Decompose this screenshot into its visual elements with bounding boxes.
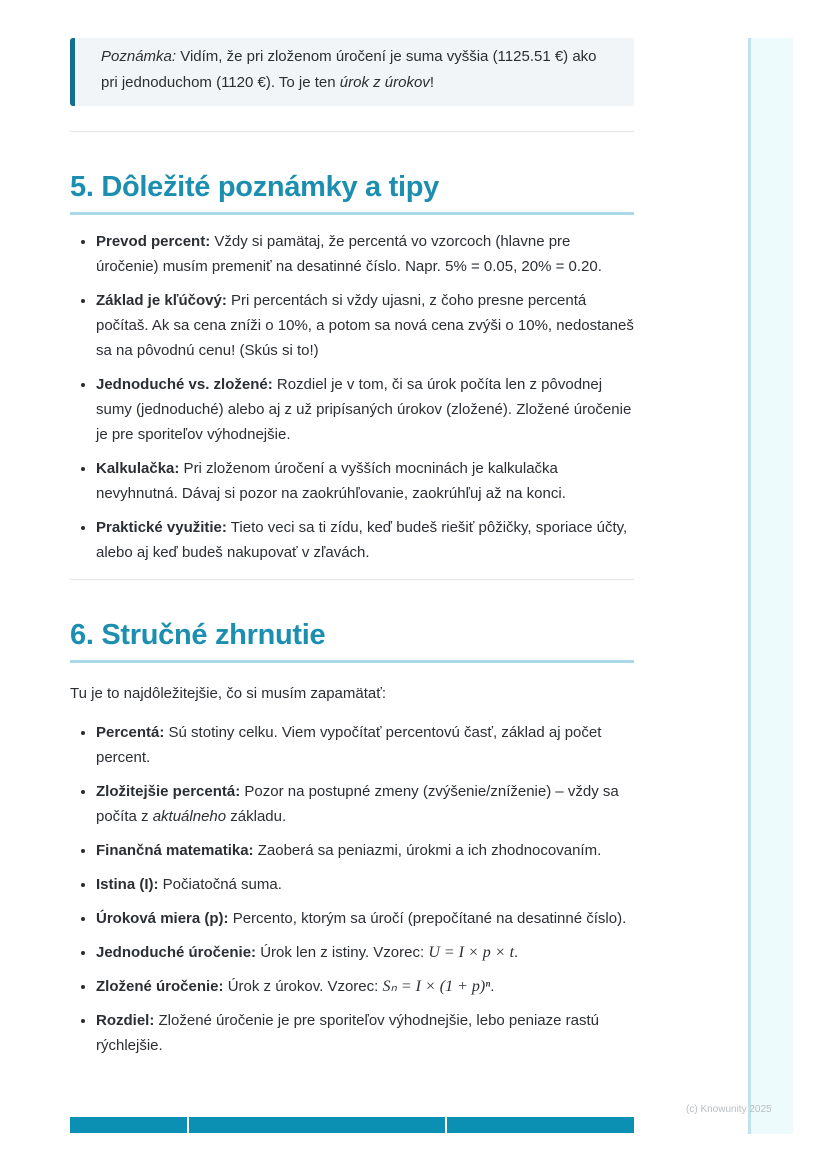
item-label: Percentá: xyxy=(96,724,165,741)
item-label: Istina (I): xyxy=(96,876,159,893)
item-text: Zložené úročenie je pre sporiteľov výhod… xyxy=(96,1012,599,1054)
item-text: aktuálneho xyxy=(152,808,227,825)
side-panel xyxy=(748,38,793,1134)
item-text: Percento, ktorým sa úročí (prepočítané n… xyxy=(228,910,627,927)
item-label: Jednoduché úročenie: xyxy=(96,944,257,961)
item-label: Úroková miera (p): xyxy=(96,910,229,927)
item-text: Sú stotiny celku. Viem vypočítať percent… xyxy=(96,724,602,766)
item-text: Zaoberá sa peniazmi, úrokmi a ich zhodno… xyxy=(253,842,602,859)
list-item: Kalkulačka: Pri zloženom úročení a vyšší… xyxy=(96,456,634,506)
item-label: Základ je kľúčový: xyxy=(96,292,227,309)
item-label: Finančná matematika: xyxy=(96,842,254,859)
item-label: Zložitejšie percentá: xyxy=(96,783,241,800)
list-item: Zložitejšie percentá: Pozor na postupné … xyxy=(96,779,634,829)
item-text: Rozdiel je v tom, či sa úrok počíta len … xyxy=(96,376,632,443)
footer-bar xyxy=(70,1117,634,1133)
document-content: Poznámka: Vidím, že pri zloženom úročení… xyxy=(70,38,634,1067)
item-text: . xyxy=(490,978,495,995)
footer-bar-segment xyxy=(447,1117,634,1133)
list-item: Základ je kľúčový: Pri percentách si vžd… xyxy=(96,288,634,363)
item-text: Pozor na postupné zmeny (zvýšenie/znížen… xyxy=(96,783,619,825)
summary-list: Percentá: Sú stotiny celku. Viem vypočít… xyxy=(70,720,634,1058)
list-item: Prevod percent: Vždy si pamätaj, že perc… xyxy=(96,229,634,279)
footer-bar-segment xyxy=(70,1117,187,1133)
item-label: Zložené úročenie: xyxy=(96,978,224,995)
note-text-2: ! xyxy=(429,74,434,91)
formula: Sₙ = I × (1 + p)ⁿ xyxy=(382,978,491,995)
note-label: Poznámka: xyxy=(101,48,177,65)
item-label: Kalkulačka: xyxy=(96,460,180,477)
section-6-heading: 6. Stručné zhrnutie xyxy=(70,618,634,663)
list-item: Jednoduché úročenie: Úrok len z istiny. … xyxy=(96,940,634,965)
item-label: Rozdiel: xyxy=(96,1012,155,1029)
summary-intro: Tu je to najdôležitejšie, čo si musím za… xyxy=(70,685,387,702)
formula: U = I × p × t xyxy=(428,944,515,961)
tips-list: Prevod percent: Vždy si pamätaj, že perc… xyxy=(70,229,634,565)
item-text: Vždy si pamätaj, že percentá vo vzorcoch… xyxy=(96,233,602,275)
list-item: Istina (I): Počiatočná suma. xyxy=(96,872,634,897)
list-item: Rozdiel: Zložené úročenie je pre sporite… xyxy=(96,1008,634,1058)
note-box: Poznámka: Vidím, že pri zloženom úročení… xyxy=(70,38,634,106)
footer-bar-segment xyxy=(189,1117,445,1133)
item-text: Úrok len z istiny. Vzorec: xyxy=(256,944,429,961)
list-item: Praktické využitie: Tieto veci sa ti zíd… xyxy=(96,515,634,565)
item-label: Praktické využitie: xyxy=(96,519,227,536)
copyright: (c) Knowunity 2025 xyxy=(686,1104,772,1115)
section-5-heading: 5. Dôležité poznámky a tipy xyxy=(70,170,634,215)
list-item: Úroková miera (p): Percento, ktorým sa ú… xyxy=(96,906,634,931)
item-text: základu. xyxy=(226,808,287,825)
note-text-1: Vidím, že pri zloženom úročení je suma v… xyxy=(101,48,597,91)
item-text: Pri zloženom úročení a vyšších mocninách… xyxy=(96,460,566,502)
divider xyxy=(70,131,634,132)
item-label: Prevod percent: xyxy=(96,233,211,250)
list-item: Percentá: Sú stotiny celku. Viem vypočít… xyxy=(96,720,634,770)
divider xyxy=(70,579,634,580)
item-text: . xyxy=(514,944,519,961)
list-item: Zložené úročenie: Úrok z úrokov. Vzorec:… xyxy=(96,974,634,999)
item-text: Úrok z úrokov. Vzorec: xyxy=(223,978,383,995)
list-item: Jednoduché vs. zložené: Rozdiel je v tom… xyxy=(96,372,634,447)
item-text: Pri percentách si vždy ujasni, z čoho pr… xyxy=(96,292,634,359)
note-text: Poznámka: Vidím, že pri zloženom úročení… xyxy=(101,44,616,96)
item-text: Počiatočná suma. xyxy=(158,876,282,893)
item-label: Jednoduché vs. zložené: xyxy=(96,376,273,393)
note-italic: úrok z úrokov xyxy=(339,74,430,91)
list-item: Finančná matematika: Zaoberá sa peniazmi… xyxy=(96,838,634,863)
item-text: Tieto veci sa ti zídu, keď budeš riešiť … xyxy=(96,519,628,561)
